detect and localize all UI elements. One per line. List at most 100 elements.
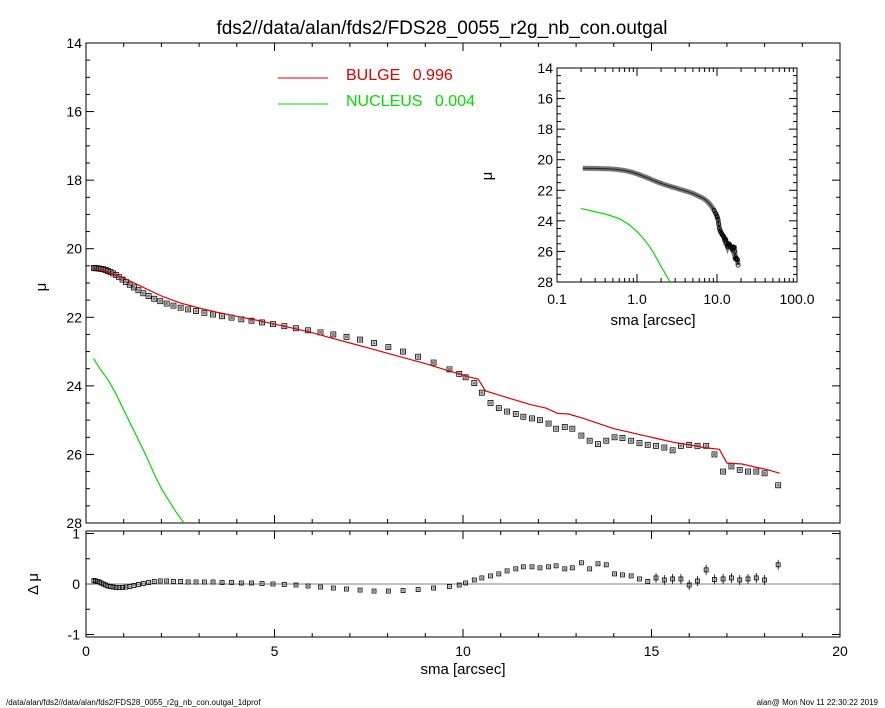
observed-point-fill — [220, 314, 224, 318]
observed-point-fill — [318, 330, 322, 334]
residual-point-fill — [555, 564, 558, 567]
observed-point — [495, 405, 502, 412]
residual-point — [178, 579, 184, 584]
residual-plot-marks — [86, 559, 840, 594]
observed-point-fill — [754, 470, 758, 474]
observed-point — [185, 306, 192, 313]
residual-point-fill — [271, 583, 274, 585]
inset-observed-point — [728, 244, 734, 250]
main-y-tick-label: 14 — [66, 35, 82, 51]
residual-point-fill — [638, 577, 641, 580]
inset-observed-point — [715, 217, 721, 222]
observed-point-fill — [432, 361, 436, 365]
legend-bulge-name: BULGE — [346, 67, 400, 84]
legend-nucleus-label: NUCLEUS 0.004 — [346, 93, 475, 110]
observed-point — [415, 353, 422, 360]
observed-point — [553, 425, 560, 432]
residual-point — [603, 562, 609, 568]
residual-point — [131, 583, 137, 588]
residual-point — [637, 576, 642, 582]
residual-point — [140, 581, 146, 586]
observed-point-fill — [239, 317, 243, 321]
residual-point-fill — [92, 579, 95, 582]
observed-point — [163, 300, 170, 307]
observed-point — [487, 400, 494, 406]
residual-point-fill — [359, 589, 362, 592]
residual-point-fill — [458, 584, 461, 587]
observed-point-fill — [712, 452, 716, 456]
inset-y-tick-label: 26 — [537, 243, 553, 259]
residual-point-fill — [588, 567, 591, 570]
residual-point-fill — [203, 580, 206, 583]
residual-point-fill — [106, 585, 109, 588]
residual-point-fill — [480, 576, 483, 579]
inset-y-tick-label: 22 — [537, 182, 553, 198]
observed-point — [520, 413, 527, 420]
residual-point-fill — [522, 565, 525, 568]
residual-point — [219, 580, 225, 585]
residual-point-fill — [655, 576, 658, 579]
observed-point-fill — [306, 328, 310, 332]
observed-point — [728, 463, 735, 470]
observed-point-fill — [92, 266, 96, 270]
observed-point — [305, 327, 311, 334]
observed-point-fill — [194, 309, 198, 313]
observed-point — [653, 442, 659, 449]
residual-point — [171, 579, 176, 584]
residual-y-axis-label: Δ μ — [25, 573, 42, 595]
inset-frame — [556, 67, 798, 283]
residual-point — [415, 587, 421, 592]
observed-point-fill — [563, 425, 567, 429]
residual-point-fill — [137, 583, 140, 586]
residual-point-fill — [230, 581, 233, 584]
residual-point-fill — [112, 586, 115, 589]
residual-point-fill — [159, 579, 162, 582]
observed-point — [446, 366, 453, 373]
observed-point-fill — [480, 391, 484, 395]
residual-point — [385, 588, 391, 594]
inset-y-tick-label: 28 — [537, 274, 553, 290]
observed-point-fill — [117, 275, 121, 279]
residual-point-fill — [250, 581, 253, 584]
residual-point-fill — [345, 588, 348, 591]
residual-point-fill — [132, 584, 135, 587]
residual-point — [344, 586, 349, 592]
residual-point — [431, 585, 436, 591]
residual-point-fill — [530, 565, 533, 568]
chart-title: fds2//data/alan/fds2/FDS28_0055_r2g_nb_c… — [216, 18, 667, 39]
residual-point — [720, 576, 726, 582]
inset-x-tick-label: 100.0 — [779, 291, 814, 307]
residual-point — [712, 577, 717, 582]
residual-point-fill — [514, 567, 517, 570]
observed-point-fill — [211, 313, 215, 317]
observed-point — [462, 374, 469, 381]
residual-point — [670, 576, 676, 582]
observed-point — [711, 451, 718, 458]
observed-point — [661, 444, 668, 451]
residual-point — [529, 564, 535, 570]
main-y-tick-label: 24 — [66, 378, 82, 394]
residual-point-fill — [179, 580, 182, 583]
main-frame — [85, 42, 841, 524]
residual-point — [471, 577, 477, 583]
observed-point-fill — [613, 435, 617, 439]
observed-point-fill — [260, 320, 264, 324]
observed-point-fill — [93, 266, 97, 270]
observed-point-fill — [588, 439, 592, 443]
observed-point — [753, 468, 760, 475]
residual-point — [612, 571, 617, 577]
observed-point-fill — [111, 271, 115, 275]
residual-x-axis-label: sma [arcsec] — [420, 661, 505, 678]
residual-point-fill — [332, 587, 335, 590]
inset-nucleus-line — [580, 208, 671, 282]
observed-point-fill — [646, 443, 650, 447]
observed-point-fill — [596, 442, 600, 446]
observed-point — [578, 432, 585, 439]
observed-point-fill — [497, 406, 501, 410]
observed-point-fill — [776, 483, 780, 487]
residual-point-fill — [402, 589, 405, 592]
residual-point — [110, 584, 116, 590]
residual-point-fill — [580, 561, 583, 564]
nucleus-model-line — [92, 358, 185, 523]
residual-point-fill — [294, 584, 297, 587]
